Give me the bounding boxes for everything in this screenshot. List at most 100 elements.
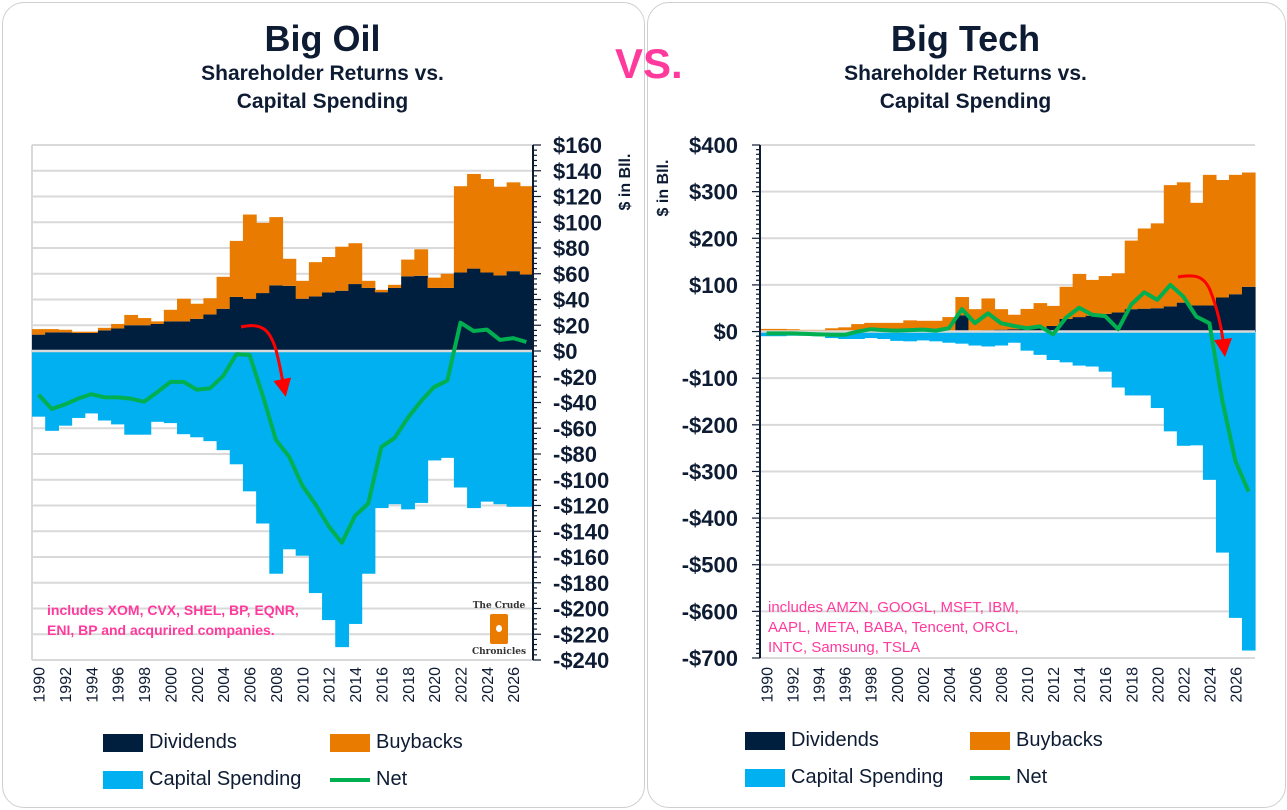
legend-swatch bbox=[970, 731, 1010, 750]
dividends-bar bbox=[348, 284, 363, 351]
dividends-bar bbox=[519, 274, 534, 351]
x-tick-label: 2022 bbox=[1176, 667, 1193, 703]
x-tick-label: 1990 bbox=[32, 667, 49, 703]
x-tick-label: 1994 bbox=[812, 667, 829, 703]
x-tick-label: 1996 bbox=[838, 667, 855, 703]
capex-bar bbox=[864, 331, 878, 339]
capex-bar bbox=[942, 331, 956, 343]
y-tick-label: -$220 bbox=[553, 622, 609, 647]
y-axis-label: $ in Bll. bbox=[617, 154, 634, 211]
x-tick-label: 2000 bbox=[890, 667, 907, 703]
dividends-bar bbox=[414, 275, 429, 351]
capex-bar bbox=[968, 331, 983, 346]
y-tick-label: -$20 bbox=[553, 365, 597, 390]
capex-bar bbox=[851, 331, 865, 340]
dividends-bar bbox=[45, 332, 59, 351]
buybacks-bar bbox=[968, 309, 983, 331]
capex-bar bbox=[1189, 331, 1204, 446]
legend-line bbox=[330, 777, 370, 782]
x-tick-label: 1998 bbox=[864, 667, 881, 703]
buybacks-bar bbox=[97, 327, 112, 331]
logo-text: Chronicles bbox=[471, 647, 527, 657]
capex-bar bbox=[1007, 331, 1022, 343]
buybacks-bar bbox=[414, 249, 429, 276]
buybacks-bar bbox=[308, 262, 323, 297]
dividends-bar bbox=[111, 328, 125, 351]
capex-bar bbox=[453, 351, 468, 488]
dividends-bar bbox=[256, 293, 270, 351]
buybacks-bar bbox=[32, 329, 46, 335]
capex-bar bbox=[1020, 331, 1035, 351]
y-tick-label: -$700 bbox=[682, 646, 738, 671]
buybacks-bar bbox=[1241, 172, 1256, 287]
buybacks-bar bbox=[1176, 182, 1191, 303]
capex-bar bbox=[84, 351, 99, 414]
dividends-bar bbox=[322, 292, 336, 351]
buybacks-bar bbox=[256, 222, 270, 294]
capex-bar bbox=[506, 351, 521, 507]
legend-item-net: Net bbox=[330, 768, 407, 791]
buybacks-bar bbox=[838, 327, 852, 332]
buybacks-bar bbox=[71, 331, 86, 333]
x-tick-label: 2002 bbox=[916, 667, 933, 703]
dividends-bar bbox=[493, 275, 508, 351]
x-tick-label: 2020 bbox=[1150, 667, 1167, 703]
legend-swatch bbox=[330, 733, 370, 752]
capex-bar bbox=[256, 351, 270, 524]
x-tick-label: 1996 bbox=[111, 667, 128, 703]
x-tick-label: 2006 bbox=[243, 667, 260, 703]
buybacks-bar bbox=[825, 328, 839, 332]
dividends-bar bbox=[282, 285, 297, 351]
dividends-bar bbox=[216, 308, 231, 351]
buybacks-bar bbox=[387, 284, 402, 288]
buybacks-bar bbox=[427, 277, 442, 288]
subtitle-line: Shareholder Returns vs. bbox=[201, 62, 444, 85]
buybacks-bar bbox=[519, 186, 534, 275]
dividends-bar bbox=[150, 323, 165, 351]
y-tick-label: -$400 bbox=[682, 506, 738, 531]
capex-bar bbox=[348, 351, 363, 624]
capex-bar bbox=[916, 331, 930, 341]
dividends-bar bbox=[1241, 286, 1256, 332]
buybacks-bar bbox=[282, 258, 297, 286]
y-tick-label: -$200 bbox=[553, 597, 609, 622]
legend-label: Capital Spending bbox=[149, 768, 302, 790]
dividends-bar bbox=[1072, 317, 1087, 332]
capex-bar bbox=[414, 351, 429, 503]
buybacks-bar bbox=[335, 246, 350, 291]
big-tech-chart: $400 $300 $200 $100 $0 -$100 -$200 -$300 -$400 -$… bbox=[655, 133, 1256, 703]
buybacks-bar bbox=[111, 323, 125, 329]
dividends-bar bbox=[480, 272, 495, 351]
subtitle-line: Capital Spending bbox=[236, 90, 409, 113]
capex-bar bbox=[1072, 331, 1087, 366]
buybacks-bar bbox=[295, 280, 310, 299]
dividends-bar bbox=[1176, 302, 1191, 332]
buybacks-bar bbox=[1202, 174, 1217, 306]
buybacks-bar bbox=[163, 309, 178, 322]
buybacks-bar bbox=[851, 324, 865, 332]
x-tick-label: 2012 bbox=[322, 667, 339, 703]
buybacks-bar bbox=[773, 328, 787, 332]
legend-line bbox=[970, 775, 1010, 780]
dividends-bar bbox=[1046, 325, 1061, 332]
dividends-bar bbox=[1137, 308, 1152, 332]
y-tick-label: $20 bbox=[553, 313, 590, 338]
y-tick-label: $80 bbox=[553, 236, 590, 261]
capex-bar bbox=[1150, 331, 1165, 409]
buybacks-bar bbox=[150, 321, 165, 324]
net-line bbox=[37, 320, 527, 545]
dividends-bar bbox=[203, 314, 218, 351]
red-down-arrow-icon bbox=[1177, 274, 1232, 357]
capex-bar bbox=[929, 331, 943, 342]
y-tick-label: $100 bbox=[553, 210, 602, 235]
capex-bar bbox=[387, 351, 402, 505]
buybacks-bar bbox=[903, 320, 917, 332]
y-tick-label: $160 bbox=[553, 133, 602, 158]
capex-bar bbox=[1137, 331, 1152, 396]
dividends-bar bbox=[32, 334, 46, 351]
legend-swatch bbox=[103, 733, 143, 752]
capex-bar bbox=[137, 351, 152, 435]
buybacks-bar bbox=[58, 329, 73, 333]
big-oil-header: Big Oil Shareholder Returns vs. Capital S… bbox=[2, 0, 643, 120]
capex-bar bbox=[1085, 331, 1100, 367]
